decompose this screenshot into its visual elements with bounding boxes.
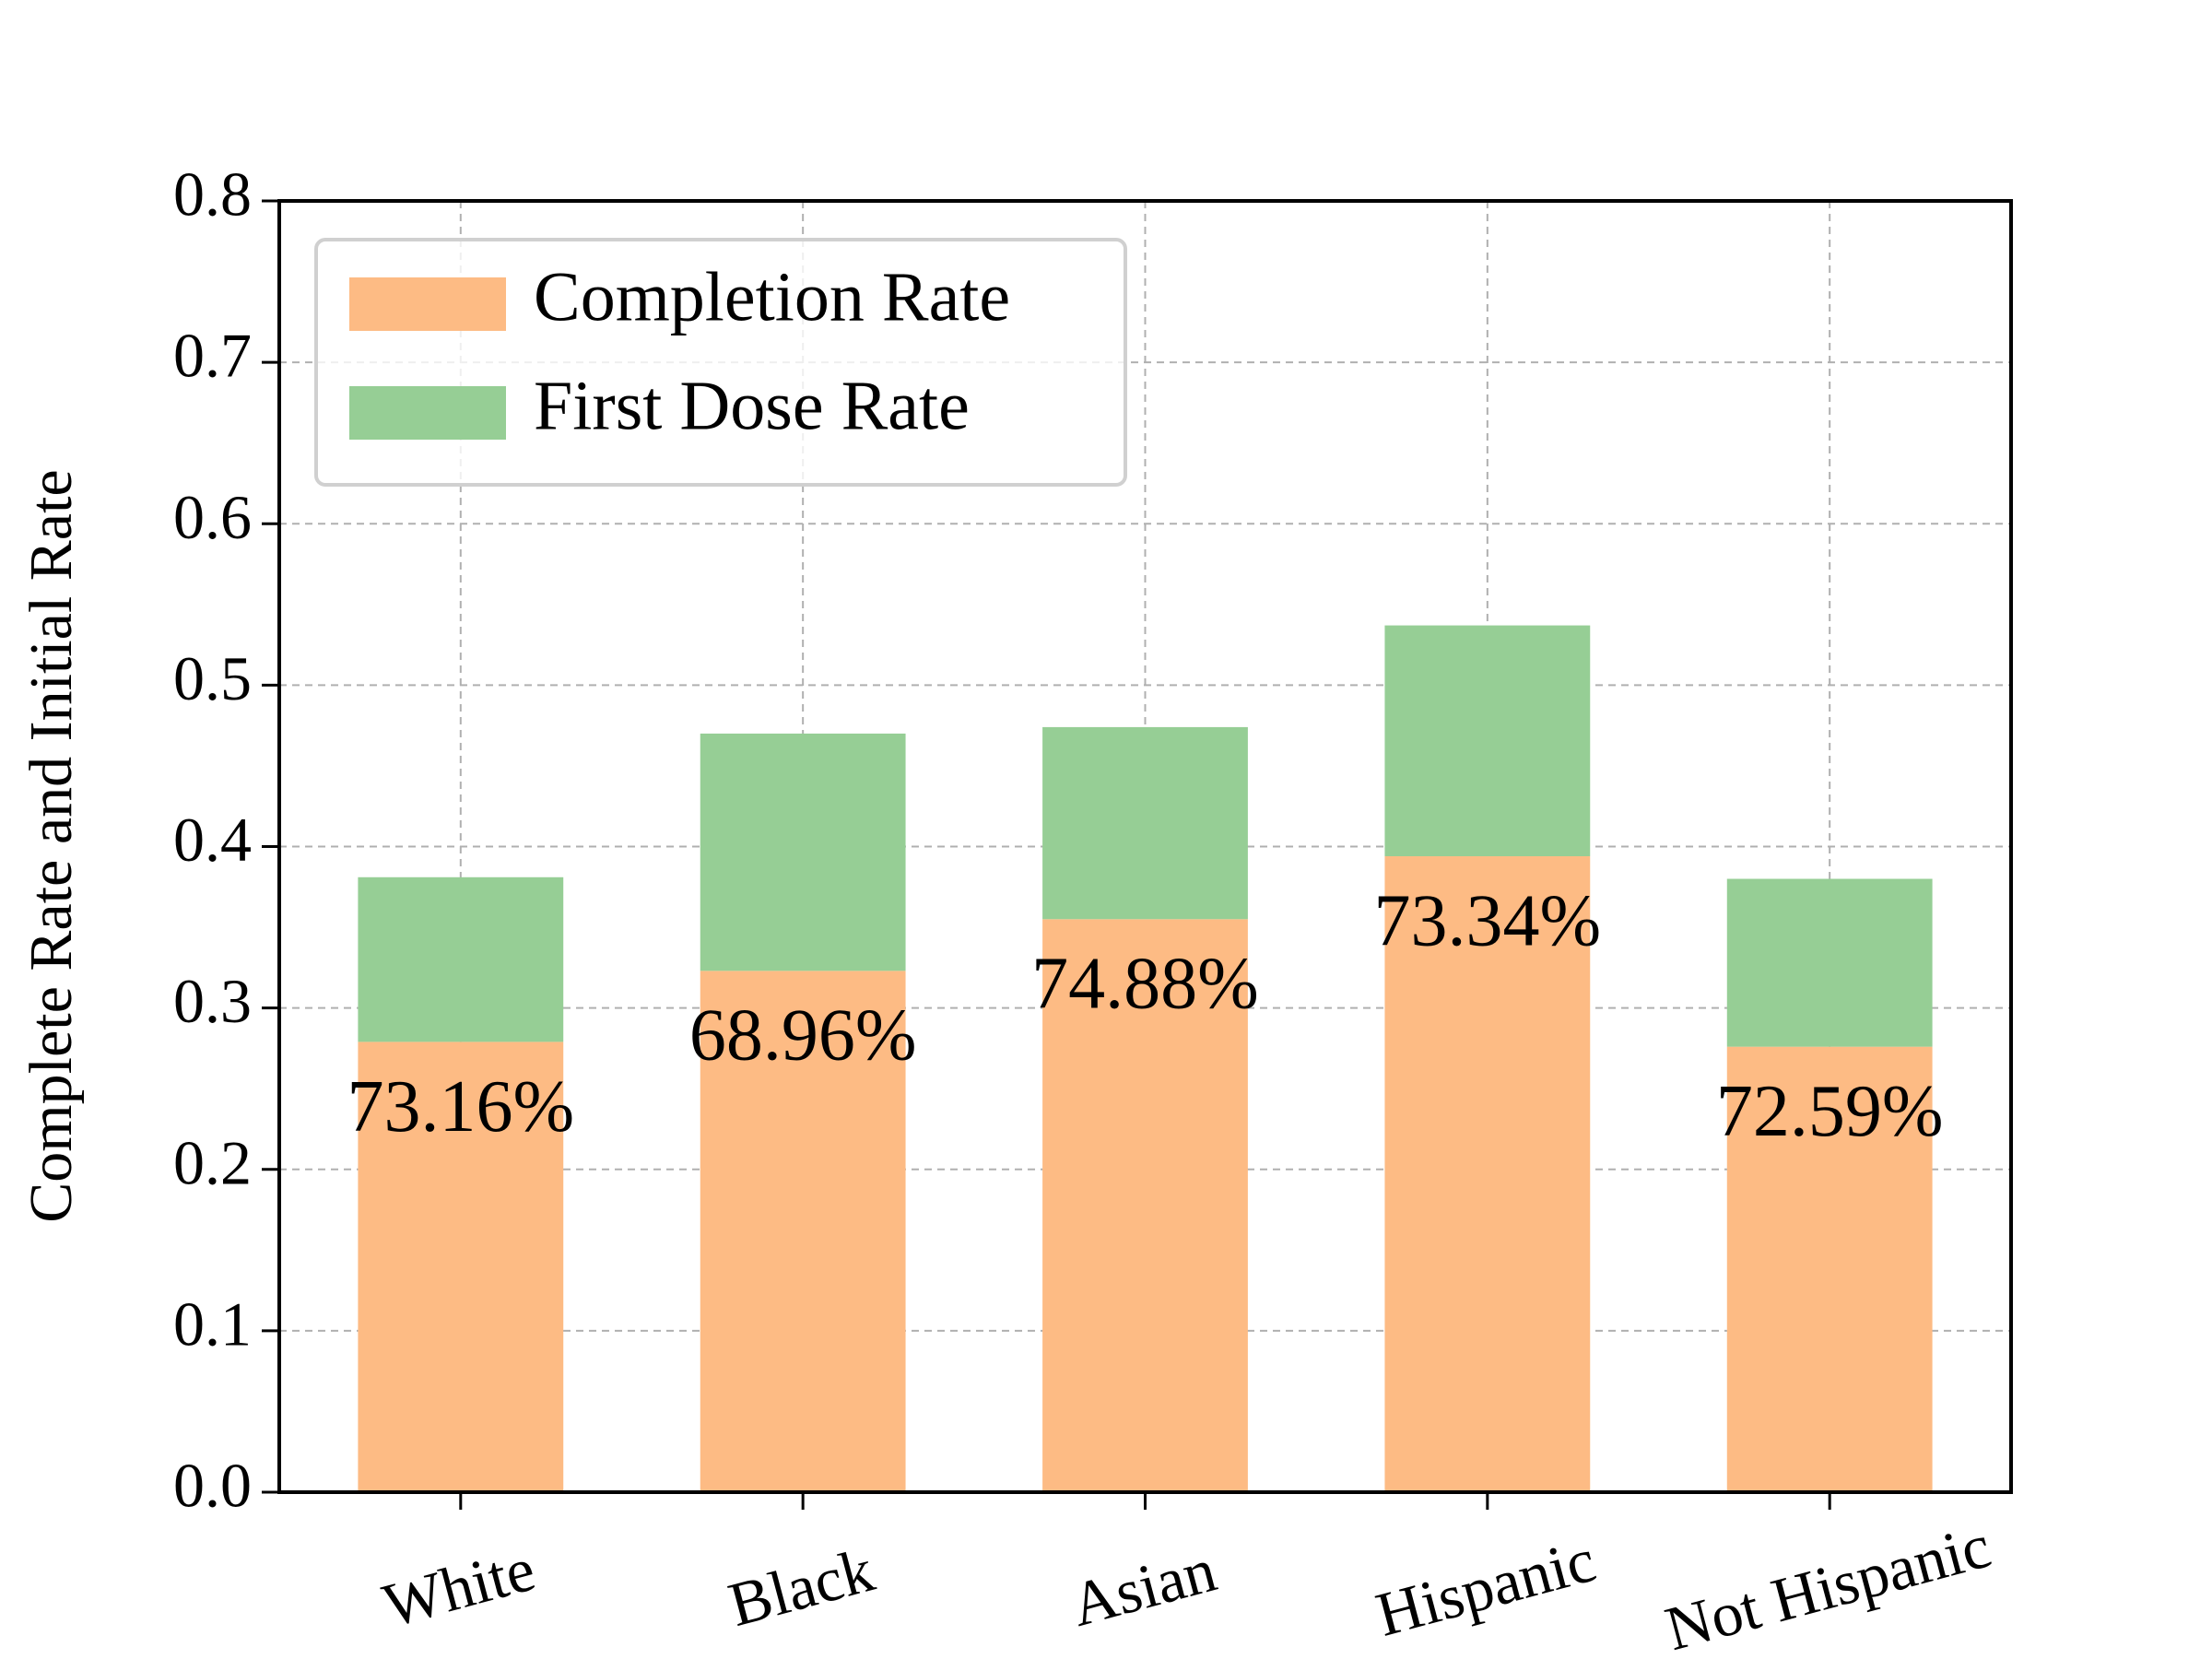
bar-segment	[358, 1041, 564, 1492]
bar-segment	[700, 971, 906, 1492]
x-tick-label: Hispanic	[1369, 1524, 1602, 1650]
bar-segment	[1726, 878, 1933, 1047]
legend-swatch	[349, 277, 506, 331]
bar-segment	[1042, 726, 1248, 920]
y-tick-label: 0.2	[173, 1127, 252, 1197]
legend-box	[314, 238, 1127, 487]
bar-segment	[700, 733, 906, 971]
bar-annotation: 73.34%	[1374, 880, 1602, 961]
bar-annotation: 74.88%	[1031, 944, 1259, 1025]
y-tick-label: 0.4	[173, 805, 252, 875]
x-tick-label: Black	[722, 1535, 881, 1640]
y-tick-label: 0.6	[173, 482, 252, 552]
legend-label: Completion Rate	[534, 258, 1010, 335]
bar-segment	[1384, 856, 1591, 1492]
y-tick-label: 0.8	[173, 159, 252, 229]
y-tick-label: 0.1	[173, 1288, 252, 1359]
bar-segment	[1726, 1046, 1933, 1492]
legend-label: First Dose Rate	[534, 367, 970, 444]
y-tick-label: 0.0	[173, 1451, 252, 1521]
y-tick-label: 0.5	[173, 643, 252, 713]
x-tick-label: White	[376, 1534, 542, 1641]
bar-annotation: 73.16%	[347, 1066, 574, 1147]
x-tick-label: Asian	[1064, 1535, 1223, 1640]
y-axis-label: Complete Rate and Initial Rate	[18, 469, 85, 1222]
y-tick-label: 0.3	[173, 966, 252, 1036]
x-tick-label: Not Hispanic	[1658, 1510, 1997, 1659]
bar-annotation: 72.59%	[1716, 1071, 1944, 1152]
bar-segment	[1384, 625, 1591, 857]
bar-segment	[1042, 919, 1248, 1492]
y-tick-label: 0.7	[173, 321, 252, 391]
legend-swatch	[349, 386, 506, 440]
bar-segment	[358, 877, 564, 1042]
bar-annotation: 68.96%	[689, 995, 917, 1077]
